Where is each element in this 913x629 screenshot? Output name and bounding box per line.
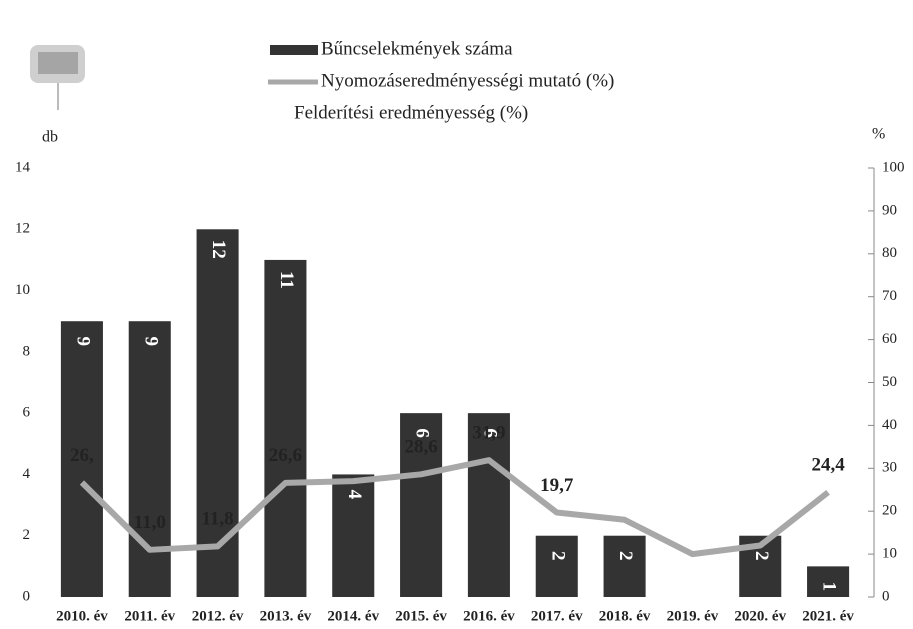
- bar: [467, 413, 510, 597]
- x-tick-label: 2010. év: [56, 608, 108, 624]
- bar: [264, 259, 307, 597]
- y-axis-label: db: [42, 129, 58, 146]
- line-value-label: 24,4: [811, 455, 845, 476]
- y-tick-label: 6: [23, 405, 31, 421]
- x-tick-label: 2012. év: [192, 608, 244, 624]
- y2-tick-label: 60: [882, 331, 897, 347]
- y2-tick-label: 70: [882, 288, 897, 304]
- y-tick-label: 2: [23, 527, 31, 543]
- y2-tick-label: 80: [882, 245, 897, 261]
- x-tick-label: 2011. év: [124, 608, 175, 624]
- y-tick-label: 10: [15, 282, 30, 298]
- bar: [807, 566, 850, 597]
- line-value-label: 11,8: [201, 509, 233, 530]
- bar-value-label: 9: [140, 336, 161, 346]
- x-tick-label: 2019. év: [667, 608, 719, 624]
- line-value-label: 26,6: [269, 445, 302, 466]
- y2-tick-label: 0: [882, 588, 890, 604]
- bar-value-label: 2: [547, 551, 568, 561]
- x-tick-label: 2014. év: [327, 608, 379, 624]
- bar: [60, 321, 103, 597]
- bar: [400, 413, 443, 597]
- legend-label: Bűncselekmények száma: [321, 38, 513, 59]
- line-value-label: 11,0: [134, 512, 166, 533]
- line-value-label: 31,9: [472, 423, 505, 444]
- bar-value-label: 6: [412, 428, 433, 438]
- logo: [30, 45, 85, 110]
- y2-tick-label: 30: [882, 460, 897, 476]
- bar-value-label: 4: [344, 490, 365, 500]
- line-value-label: 19,7: [540, 475, 574, 496]
- bar-value-label: 6: [480, 428, 501, 438]
- y2-tick-label: 90: [882, 202, 897, 218]
- bar-value-label: 9: [73, 336, 94, 346]
- y2-tick-label: 20: [882, 503, 897, 519]
- bar-value-label: 11: [276, 271, 297, 289]
- x-tick-label: 2016. év: [463, 608, 515, 624]
- y2-axis-label: %: [872, 126, 885, 143]
- line: [79, 457, 830, 558]
- y2-tick-label: 50: [882, 374, 897, 390]
- x-tick-label: 2020. év: [734, 608, 786, 624]
- line-value-label: 28,6: [404, 437, 437, 458]
- legend-label: Felderítési eredményesség (%): [294, 102, 528, 123]
- bar: [535, 535, 578, 597]
- y-tick-label: 8: [23, 343, 31, 359]
- y2-tick-label: 100: [882, 159, 905, 175]
- bar-value-label: 12: [208, 240, 229, 259]
- bar-value-label: 1: [819, 582, 840, 592]
- y2-tick-label: 10: [882, 546, 897, 562]
- bar-value-label: 2: [751, 551, 772, 561]
- y2-tick-label: 40: [882, 417, 897, 433]
- bar: [332, 474, 375, 597]
- line-value-label: 26,: [70, 445, 94, 466]
- bar-value-label: 2: [615, 551, 636, 561]
- x-tick-label: 2015. év: [395, 608, 447, 624]
- y-tick-label: 14: [15, 159, 31, 175]
- bar: [128, 321, 171, 597]
- bar: [603, 535, 646, 597]
- x-tick-label: 2021. év: [802, 608, 854, 624]
- y-tick-label: 0: [23, 588, 31, 604]
- legend-swatch: [270, 45, 318, 55]
- y-tick-label: 4: [23, 466, 31, 482]
- x-tick-label: 2017. év: [531, 608, 583, 624]
- legend-label: Nyomozáseredményességi mutató (%): [321, 70, 614, 91]
- bar: [196, 229, 239, 598]
- x-tick-label: 2018. év: [599, 608, 651, 624]
- y-tick-label: 12: [15, 221, 30, 237]
- x-tick-label: 2013. év: [260, 608, 312, 624]
